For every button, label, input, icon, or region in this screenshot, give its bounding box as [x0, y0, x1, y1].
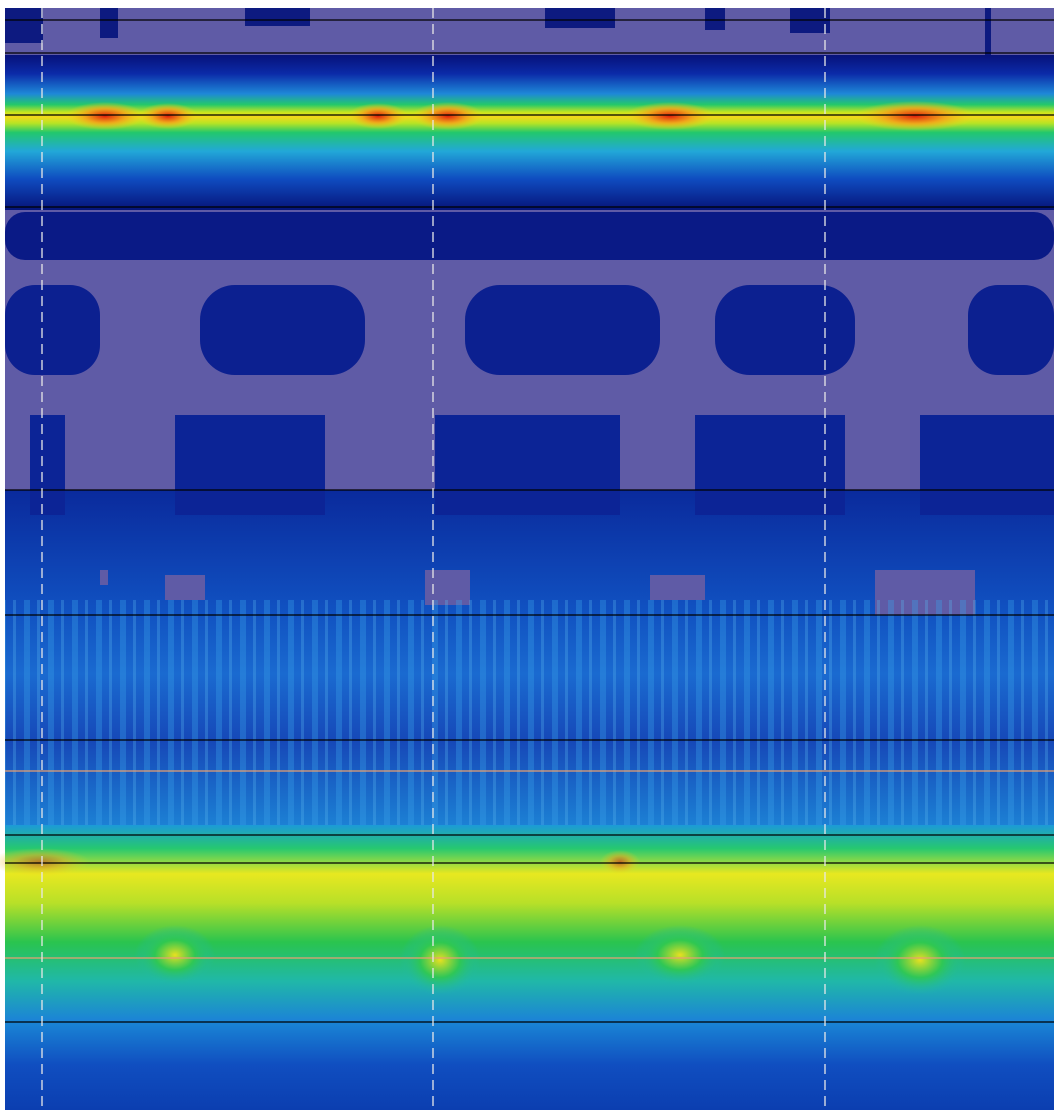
- bottom-band: [5, 1020, 1054, 1110]
- page: {} html, body { margin: 0; padding: 0; b…: [0, 0, 1054, 1110]
- green-band: [5, 825, 1054, 1020]
- navy-band: [5, 212, 1054, 260]
- page-body: [0, 0, 1054, 1110]
- upper-band: [5, 55, 1054, 210]
- streaks: [5, 600, 1054, 830]
- spectrogram: [0, 0, 1054, 1110]
